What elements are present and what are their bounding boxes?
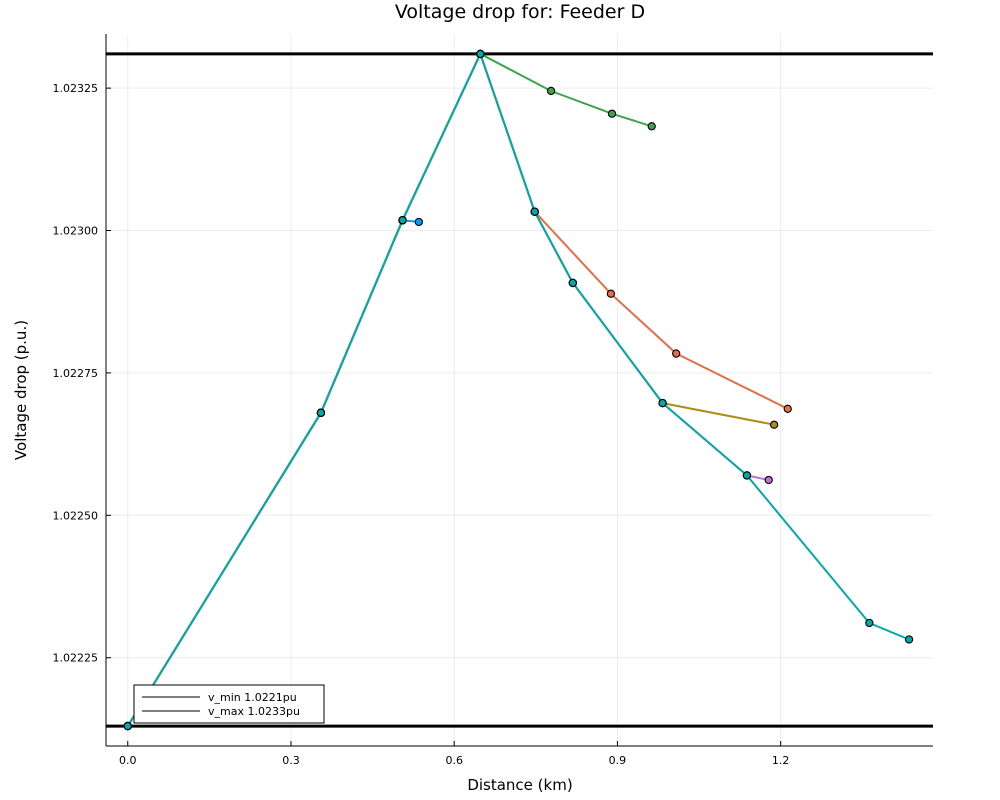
data-point	[568, 278, 577, 288]
y-tick-label: 1.02225	[53, 652, 99, 665]
data-point	[783, 404, 792, 413]
data-point	[742, 471, 752, 480]
grid	[106, 34, 933, 746]
data-point	[316, 408, 326, 417]
x-tick-label: 0.3	[282, 754, 300, 767]
data-point	[658, 398, 667, 408]
axes	[105, 34, 933, 747]
tick-labels: 0.0 0.3 0.6 0.9 1.2 1.02225 1.02250 1.02275 1.02…	[53, 82, 790, 767]
data-point	[764, 475, 773, 485]
data-points	[123, 49, 914, 731]
y-tick-label: 1.02325	[53, 82, 99, 95]
data-point	[546, 86, 556, 96]
x-tick-label: 0.0	[119, 754, 137, 767]
x-axis-label: Distance (km)	[467, 776, 572, 794]
x-tick-label: 0.6	[445, 754, 463, 767]
legend-box	[133, 684, 325, 724]
series-line	[126, 52, 910, 727]
data-point	[398, 216, 407, 225]
x-tick-label: 0.9	[609, 754, 627, 767]
data-point	[607, 109, 617, 118]
data-point	[123, 721, 132, 731]
y-axis-label: Voltage drop (p.u.)	[12, 320, 30, 460]
x-tick-label: 1.2	[772, 754, 790, 767]
data-point	[414, 217, 423, 227]
y-tick-label: 1.02275	[53, 367, 99, 380]
data-point	[904, 635, 914, 644]
legend-entry: v_min 1.0221pu	[208, 691, 297, 704]
data-point	[769, 420, 779, 429]
y-tick-label: 1.02250	[53, 509, 99, 522]
data-point	[530, 207, 539, 216]
data-point	[865, 618, 874, 628]
data-point	[647, 122, 656, 131]
legend-entry: v_max 1.0233pu	[208, 705, 300, 718]
data-point	[476, 49, 485, 59]
chart-title: Voltage drop for: Feeder D	[395, 1, 645, 23]
y-tick-label: 1.02300	[53, 225, 99, 238]
data-point	[606, 289, 616, 298]
reference-lines	[106, 52, 933, 728]
data-point	[672, 349, 681, 358]
